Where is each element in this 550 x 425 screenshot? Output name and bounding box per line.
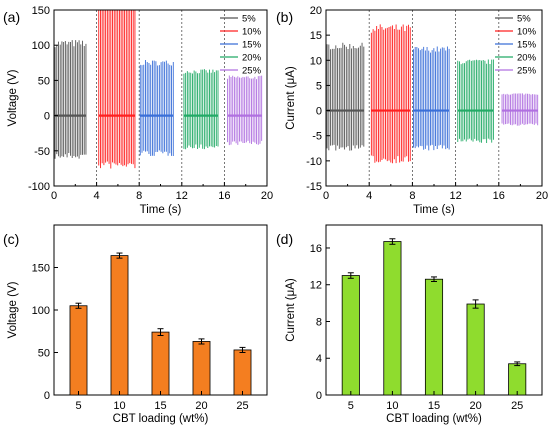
y-tick-label: 50	[38, 348, 50, 360]
legend-label: 5%	[517, 14, 531, 25]
x-tick-label: 20	[536, 190, 548, 202]
x-tick-label: 15	[428, 400, 440, 412]
y-axis-label: Voltage (V)	[7, 281, 19, 338]
legend-label: 10%	[517, 27, 537, 38]
x-tick-label: 25	[236, 400, 248, 412]
bar	[110, 255, 129, 396]
legend-label: 25%	[242, 66, 262, 77]
x-tick-label: 20	[469, 400, 481, 412]
bar	[233, 349, 252, 396]
x-tick-label: 12	[449, 190, 461, 202]
x-tick-label: 0	[323, 190, 329, 202]
y-tick-label: 5	[316, 80, 322, 92]
x-tick-label: 25	[511, 400, 523, 412]
x-tick-label: 12	[176, 190, 188, 202]
y-tick-label: -50	[34, 146, 50, 158]
bar	[424, 278, 444, 396]
x-tick-label: 5	[75, 400, 81, 412]
panel-2: (b) 0 4 8 12 16 20 -15 -10 -5 0 5 10 15 20 5% 10% 15% 20% 2…	[276, 5, 548, 216]
y-axis-label: Current (μA)	[285, 66, 297, 130]
x-tick-label: 10	[386, 400, 398, 412]
panel-label: (b)	[276, 9, 293, 25]
y-tick-label: 20	[310, 5, 322, 17]
y-tick-label: 0	[316, 390, 322, 402]
y-tick-label: 0	[44, 111, 50, 123]
y-tick-label: 100	[32, 40, 50, 52]
x-tick-label: 0	[51, 190, 57, 202]
series-line	[183, 69, 219, 150]
series-line	[54, 40, 87, 159]
x-tick-label: 8	[136, 190, 142, 202]
y-axis-label: Voltage (V)	[7, 69, 19, 126]
x-tick-label: 20	[261, 190, 273, 202]
panel-label: (d)	[276, 231, 293, 247]
signals	[326, 24, 539, 164]
series-line	[227, 75, 263, 146]
series-line	[370, 24, 411, 164]
y-tick-label: 4	[316, 353, 322, 365]
panel-4: (d) 5 10 15 20 25 0 4 8 12 16 CBT loading (wt%) Curr…	[276, 224, 543, 425]
series-line	[457, 59, 494, 144]
series-line	[326, 42, 365, 151]
y-tick-label: 10	[310, 55, 322, 67]
y-tick-label: 8	[316, 316, 322, 328]
x-axis-label: CBT loading (wt%)	[386, 413, 482, 425]
x-tick-label: 15	[154, 400, 166, 412]
bar	[69, 305, 88, 396]
bar	[508, 363, 527, 396]
y-tick-label: 50	[38, 75, 50, 87]
x-tick-label: 16	[493, 190, 505, 202]
y-tick-label: -10	[306, 156, 322, 168]
legend-label: 20%	[242, 53, 262, 64]
panel-3: (c) 5 10 15 20 25 0 50 100 150 CBT loading (wt%) Vo…	[3, 224, 268, 425]
y-tick-label: 150	[32, 5, 50, 17]
signals	[54, 10, 263, 169]
panel-label: (c)	[3, 231, 19, 247]
y-tick-label: -15	[306, 181, 322, 193]
x-tick-label: 4	[366, 190, 372, 202]
panel-label: (a)	[3, 9, 20, 25]
panel-1: (a) 0 4 8 12 16 20 -100 -50 0 50 100 150 5% 10% 15% 20% 2…	[3, 5, 273, 216]
bar	[383, 241, 402, 396]
bar	[151, 331, 170, 396]
y-axis-label: Current (μA)	[285, 278, 297, 342]
bar	[192, 341, 211, 396]
x-tick-label: 20	[195, 400, 207, 412]
y-tick-label: -5	[312, 131, 322, 143]
legend-label: 15%	[242, 40, 262, 51]
series-line	[501, 93, 539, 126]
bar	[466, 303, 485, 396]
legend-label: 10%	[242, 27, 262, 38]
y-tick-label: 150	[32, 263, 50, 275]
series-line	[139, 60, 174, 156]
series-line	[413, 46, 450, 151]
legend-label: 20%	[517, 53, 537, 64]
legend-label: 25%	[517, 66, 537, 77]
legend-label: 5%	[242, 14, 256, 25]
bar	[341, 275, 360, 396]
y-tick-label: -100	[28, 181, 50, 193]
x-tick-label: 4	[94, 190, 100, 202]
series-line	[98, 10, 136, 169]
y-tick-label: 16	[310, 243, 322, 255]
x-tick-label: 5	[348, 400, 354, 412]
x-tick-label: 10	[113, 400, 125, 412]
y-tick-label: 100	[32, 305, 50, 317]
x-axis-label: CBT loading (wt%)	[113, 413, 209, 425]
x-axis-label: Time (s)	[140, 204, 182, 216]
legend-label: 15%	[517, 40, 537, 51]
y-tick-label: 0	[316, 106, 322, 118]
y-tick-label: 0	[44, 390, 50, 402]
x-tick-label: 8	[409, 190, 415, 202]
x-tick-label: 16	[218, 190, 230, 202]
x-axis-label: Time (s)	[413, 204, 455, 216]
y-tick-label: 12	[310, 280, 322, 292]
y-tick-label: 15	[310, 30, 322, 42]
